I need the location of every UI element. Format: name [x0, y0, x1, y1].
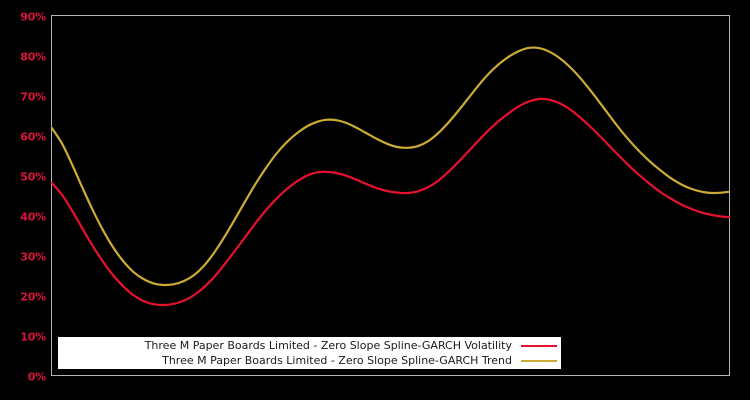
y-axis-tick-label: 40%: [20, 210, 46, 224]
y-axis-tick-label: 0%: [27, 370, 46, 384]
y-axis-tick-60: 60%: [0, 126, 46, 145]
y-axis-tick-label: 20%: [20, 290, 46, 304]
y-axis-tick-label: 30%: [20, 250, 46, 264]
y-axis-tick-90: 90%: [0, 6, 46, 25]
y-axis-tick-80: 80%: [0, 46, 46, 65]
legend-swatch-volatility: [521, 344, 557, 347]
y-axis-tick-label: 60%: [20, 130, 46, 144]
y-axis-tick-label: 70%: [20, 90, 46, 104]
y-axis-tick-label: 50%: [20, 170, 46, 184]
legend-item-volatility[interactable]: Three M Paper Boards Limited - Zero Slop…: [58, 338, 561, 353]
y-axis-tick-10: 10%: [0, 326, 46, 345]
legend-swatch-trend: [521, 359, 557, 362]
y-axis-tick-40: 40%: [0, 206, 46, 225]
y-axis-tick-label: 10%: [20, 330, 46, 344]
plot-area: [51, 15, 730, 376]
y-axis-tick-label: 90%: [20, 10, 46, 24]
y-axis-tick-label: 80%: [20, 50, 46, 64]
legend-label-volatility: Three M Paper Boards Limited - Zero Slop…: [144, 339, 512, 352]
y-axis-tick-20: 20%: [0, 286, 46, 305]
legend-item-trend[interactable]: Three M Paper Boards Limited - Zero Slop…: [58, 353, 561, 368]
y-axis-tick-50: 50%: [0, 166, 46, 185]
y-axis-tick-70: 70%: [0, 86, 46, 105]
y-axis-tick-30: 30%: [0, 246, 46, 265]
legend: Three M Paper Boards Limited - Zero Slop…: [58, 337, 561, 369]
legend-label-trend: Three M Paper Boards Limited - Zero Slop…: [162, 354, 512, 367]
y-axis-tick-0: 0%: [0, 366, 46, 385]
